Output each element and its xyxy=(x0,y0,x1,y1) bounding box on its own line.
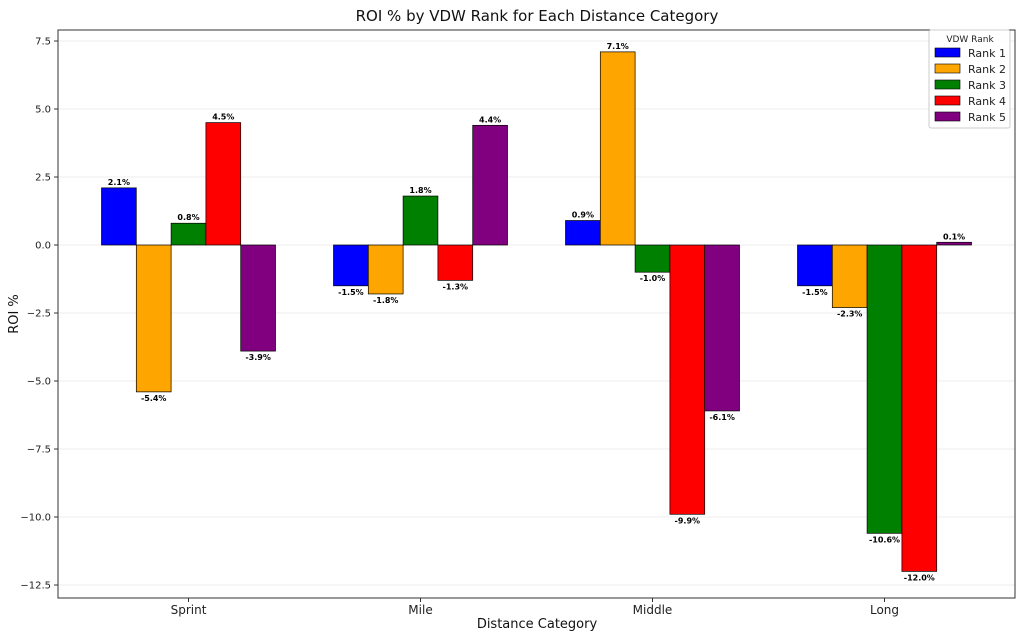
legend-swatch xyxy=(934,47,961,58)
bar xyxy=(901,244,938,572)
y-axis-title: ROI % xyxy=(7,294,22,334)
bar xyxy=(170,222,207,246)
y-axis: 7.5 5.0 2.5 0.0 −2.5 −5.0 −7.5 −10.0 −12.5 xyxy=(20,37,58,592)
y-tick-label: −2.5 xyxy=(27,309,51,320)
bars xyxy=(101,51,972,572)
legend-label: Rank 4 xyxy=(968,95,1006,108)
bar xyxy=(831,244,868,308)
bar xyxy=(565,220,601,246)
y-tick-label: −12.5 xyxy=(20,581,51,592)
bar xyxy=(669,244,706,515)
bar xyxy=(135,244,172,393)
legend-label: Rank 3 xyxy=(968,79,1006,92)
bar-value-label: -10.6% xyxy=(869,535,900,544)
x-tick-label: Long xyxy=(870,603,899,617)
bar xyxy=(437,244,474,281)
bar-value-label: 4.5% xyxy=(212,113,234,122)
legend-swatch xyxy=(934,63,961,74)
bar-value-label: 0.1% xyxy=(943,232,965,241)
bar-value-label: -1.5% xyxy=(802,288,828,297)
x-tick-label: Mile xyxy=(408,603,432,617)
bar xyxy=(866,244,903,534)
bar-value-label: -3.9% xyxy=(245,353,271,362)
chart-title: ROI % by VDW Rank for Each Distance Cate… xyxy=(356,7,719,25)
bar xyxy=(936,241,972,246)
bar-value-label: 0.9% xyxy=(572,211,594,220)
bar-value-label: 7.1% xyxy=(607,42,629,51)
bar xyxy=(634,244,671,273)
bar xyxy=(101,187,137,246)
bar-value-label: -12.0% xyxy=(904,573,935,582)
bar-value-label: 0.8% xyxy=(177,213,199,222)
legend-label: Rank 5 xyxy=(968,111,1006,124)
bar-labels: 2.1% -1.5% 0.9% -1.5% -5.4% -1.8% 7.1% -2.3% 0.8… xyxy=(108,42,965,583)
bar-value-label: 4.4% xyxy=(479,115,501,124)
x-tick-label: Middle xyxy=(633,603,673,617)
bar-value-label: -1.0% xyxy=(640,274,666,283)
y-tick-label: 2.5 xyxy=(35,173,51,184)
bar xyxy=(797,244,833,287)
bar-value-label: -1.8% xyxy=(373,296,399,305)
bar-value-label: -9.9% xyxy=(675,516,701,525)
bar-value-label: -2.3% xyxy=(837,310,863,319)
bar-value-label: -6.1% xyxy=(709,413,735,422)
legend-swatch xyxy=(934,111,961,122)
bar xyxy=(205,122,242,246)
bar xyxy=(240,244,276,352)
y-tick-label: 7.5 xyxy=(35,37,51,48)
x-axis: Sprint Mile Middle Long xyxy=(171,598,899,617)
plot-frame xyxy=(57,29,1016,599)
y-tick-label: −10.0 xyxy=(20,513,51,524)
bar xyxy=(367,244,404,295)
y-tick-label: −5.0 xyxy=(27,377,51,388)
legend-label: Rank 2 xyxy=(968,63,1006,76)
legend-swatch xyxy=(934,79,961,90)
bar-value-label: -1.3% xyxy=(443,282,469,291)
legend-label: Rank 1 xyxy=(968,47,1006,60)
bar-value-label: 2.1% xyxy=(108,178,130,187)
bar xyxy=(704,244,740,412)
legend: VDW Rank Rank 1 Rank 2 Rank 3 Rank 4 Rank 5 xyxy=(928,29,1011,129)
bar xyxy=(599,51,636,246)
bar-value-label: -5.4% xyxy=(141,394,167,403)
bar xyxy=(472,124,508,246)
bar-value-label: 1.8% xyxy=(409,186,431,195)
y-tick-label: −7.5 xyxy=(27,445,51,456)
bar xyxy=(333,244,369,287)
y-tick-label: 0.0 xyxy=(35,241,51,252)
y-tick-label: 5.0 xyxy=(35,105,51,116)
legend-title: VDW Rank xyxy=(946,35,994,45)
legend-swatch xyxy=(934,95,961,106)
x-tick-label: Sprint xyxy=(171,603,207,617)
bar-value-label: -1.5% xyxy=(338,288,364,297)
bar xyxy=(402,195,439,246)
x-axis-title: Distance Category xyxy=(477,617,598,632)
